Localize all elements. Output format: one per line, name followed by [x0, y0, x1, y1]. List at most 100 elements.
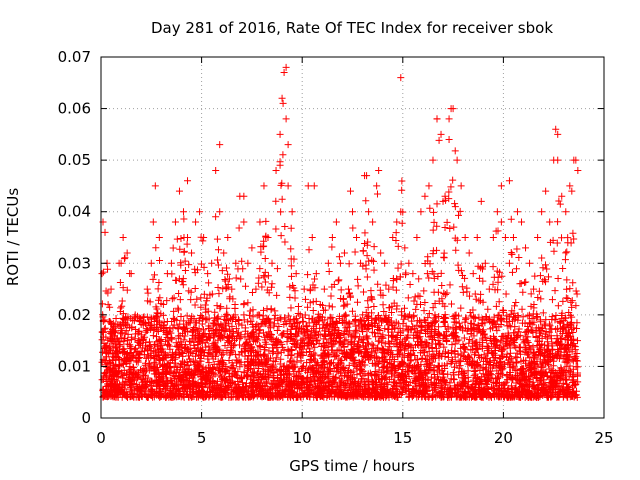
data-point	[460, 334, 468, 342]
data-point	[538, 254, 546, 262]
data-point	[384, 338, 392, 346]
data-point	[554, 156, 562, 164]
data-point	[346, 293, 354, 301]
data-point	[493, 208, 501, 216]
data-point	[432, 340, 440, 348]
data-point	[151, 182, 159, 190]
data-point	[511, 366, 519, 374]
data-point	[301, 295, 309, 303]
data-point	[188, 327, 196, 335]
data-point	[319, 301, 327, 309]
data-point	[558, 234, 566, 242]
data-point	[554, 275, 562, 283]
data-point	[175, 187, 183, 195]
data-point	[552, 125, 560, 133]
data-point	[146, 360, 154, 368]
data-point	[218, 351, 226, 359]
data-point	[382, 373, 390, 381]
data-point	[119, 234, 127, 241]
data-point	[379, 333, 387, 341]
data-point	[203, 294, 211, 302]
data-point	[278, 340, 286, 348]
data-point	[356, 366, 364, 374]
data-point	[572, 302, 580, 310]
data-point	[193, 295, 201, 303]
data-point	[277, 315, 285, 323]
data-point	[445, 136, 453, 144]
data-point	[413, 234, 421, 241]
data-point	[447, 183, 455, 191]
data-point	[489, 263, 497, 271]
data-point	[256, 311, 264, 319]
data-point	[562, 249, 570, 257]
data-point	[442, 291, 450, 299]
data-point	[140, 313, 148, 321]
data-point	[485, 344, 493, 352]
data-point	[574, 166, 582, 174]
data-point	[190, 377, 198, 385]
data-point	[98, 300, 106, 308]
data-point	[562, 208, 570, 216]
data-point	[488, 339, 496, 347]
data-point	[429, 226, 437, 234]
data-point	[216, 141, 224, 149]
data-point	[385, 285, 393, 293]
data-point	[489, 234, 497, 241]
data-point	[139, 376, 147, 384]
data-point	[417, 208, 425, 216]
data-point	[359, 328, 367, 336]
data-point	[522, 376, 530, 384]
data-point	[409, 270, 417, 278]
data-point	[521, 344, 529, 352]
data-point	[473, 234, 481, 241]
data-point	[389, 274, 397, 282]
data-point	[377, 249, 385, 257]
data-point	[363, 172, 371, 180]
data-point	[512, 299, 520, 307]
data-point	[354, 275, 362, 283]
data-point	[300, 285, 308, 293]
data-point	[573, 290, 581, 298]
data-point	[362, 261, 370, 269]
data-point	[436, 341, 444, 349]
data-point	[310, 182, 318, 190]
data-point	[369, 218, 377, 226]
data-point	[445, 195, 453, 203]
data-point	[208, 259, 216, 267]
data-point	[559, 379, 567, 387]
data-point	[447, 105, 455, 113]
data-point	[510, 362, 518, 370]
data-point	[277, 208, 285, 216]
data-point	[551, 287, 559, 295]
data-point	[258, 283, 266, 291]
data-point	[342, 311, 350, 319]
data-point	[487, 383, 495, 391]
data-point	[501, 234, 509, 241]
data-point	[437, 130, 445, 138]
data-point	[393, 218, 401, 226]
data-point	[101, 228, 109, 236]
data-point	[216, 372, 224, 380]
data-point	[572, 156, 580, 164]
data-point	[284, 182, 292, 190]
data-point	[212, 166, 220, 174]
data-point	[287, 245, 295, 253]
data-point	[143, 285, 151, 293]
data-point	[508, 268, 516, 276]
data-point	[277, 232, 285, 240]
data-point	[498, 351, 506, 359]
data-point	[513, 208, 521, 216]
data-point	[262, 233, 270, 241]
data-point	[420, 307, 428, 315]
data-point	[294, 310, 302, 318]
data-point	[389, 283, 397, 291]
data-point	[429, 156, 437, 164]
data-point	[423, 352, 431, 360]
data-point	[235, 317, 243, 325]
data-point	[559, 265, 567, 273]
data-point	[441, 223, 449, 231]
data-point	[306, 299, 314, 307]
data-point	[204, 270, 212, 278]
data-point	[311, 275, 319, 283]
data-point	[526, 377, 534, 385]
